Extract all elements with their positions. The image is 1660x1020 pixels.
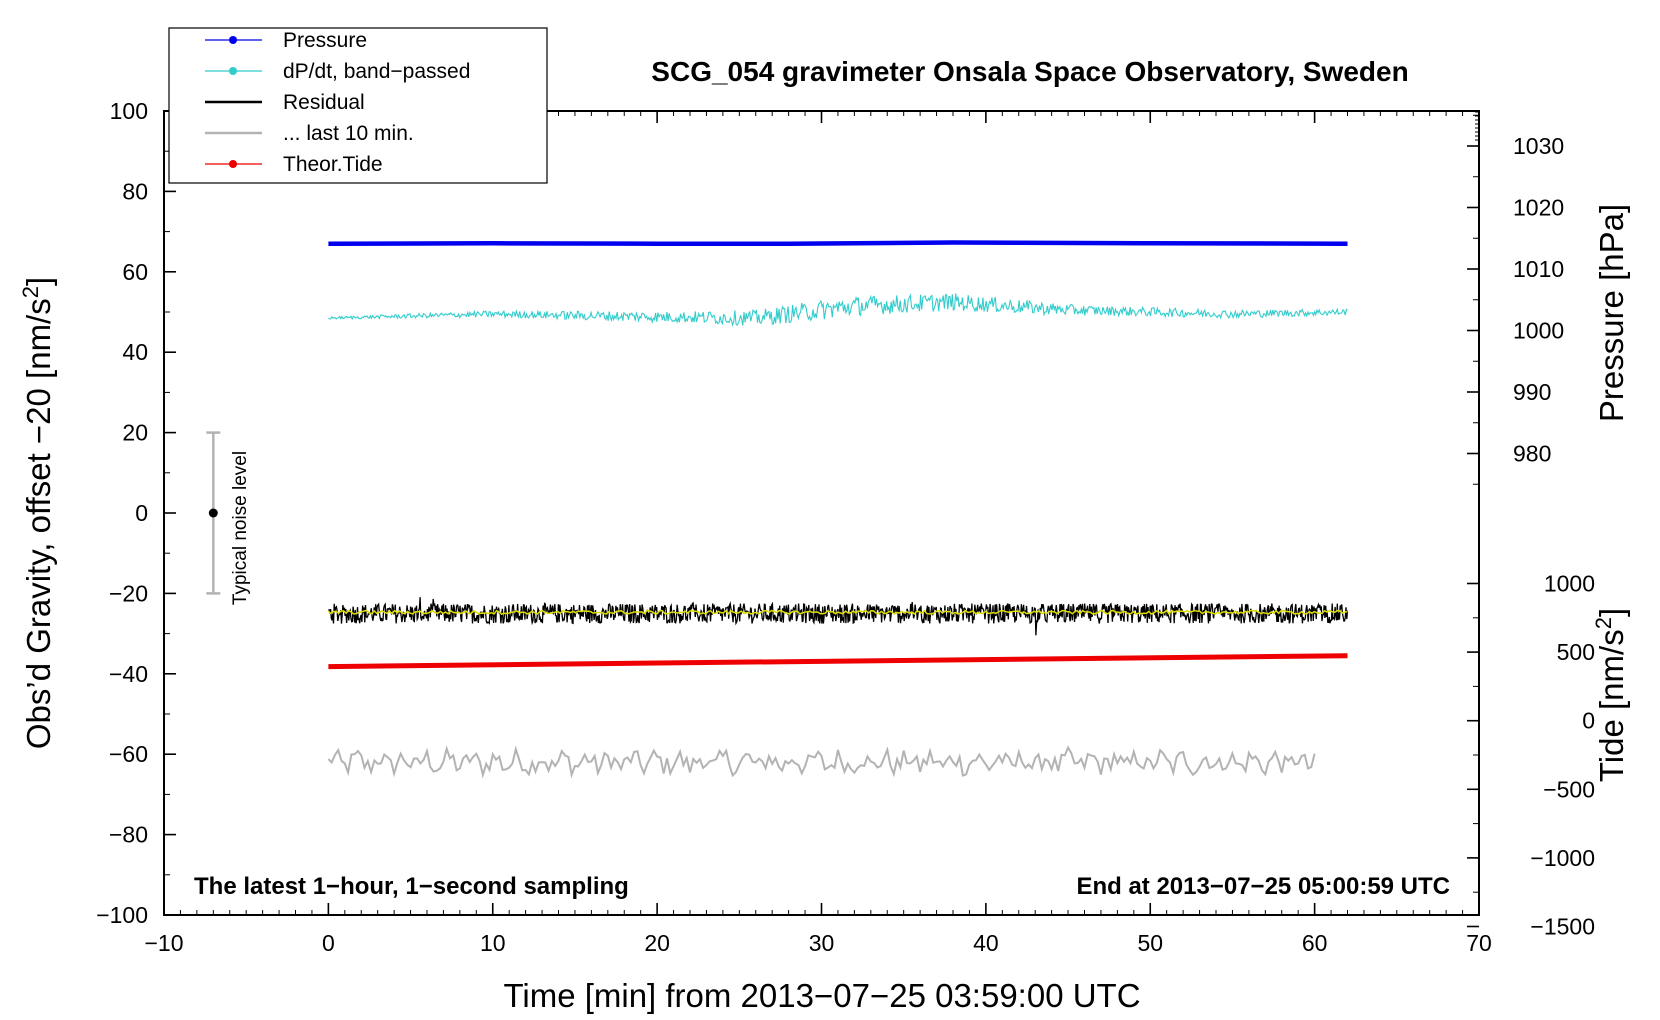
y-axis-label-left-close: ] bbox=[20, 277, 57, 286]
x-tick-label: 20 bbox=[644, 930, 670, 956]
series-last-10-min bbox=[327, 745, 1316, 779]
tide-axis-label-close: ] bbox=[1593, 608, 1630, 617]
legend: Pressure dP/dt, band−passed Residual ... la… bbox=[168, 27, 548, 184]
y-tick-label-left: −60 bbox=[109, 741, 148, 767]
series-theor-tide bbox=[328, 653, 1348, 670]
tide-axis-label-text: Tide [nm/s bbox=[1593, 629, 1630, 782]
noise-bar-center-dot bbox=[208, 508, 218, 518]
legend-marker-swatch bbox=[229, 67, 237, 75]
pressure-tick-label: 980 bbox=[1513, 441, 1551, 467]
y-axis-label-left-text: Obs’d Gravity, offset −20 [nm/s bbox=[20, 298, 57, 749]
legend-label: Theor.Tide bbox=[283, 153, 383, 176]
y-axis-label-left: Obs’d Gravity, offset −20 [nm/s2] bbox=[18, 277, 57, 749]
pressure-tick-label: 1020 bbox=[1513, 195, 1564, 221]
legend-marker-swatch bbox=[229, 36, 237, 44]
series-residual bbox=[328, 597, 1349, 636]
x-tick-label: 60 bbox=[1302, 930, 1328, 956]
legend-item: Residual bbox=[205, 91, 365, 114]
series-dpdt bbox=[328, 293, 1348, 328]
legend-item: Pressure bbox=[205, 29, 367, 52]
tide-tick-label: 0 bbox=[1582, 708, 1595, 734]
x-tick-label: 0 bbox=[322, 930, 335, 956]
noise-bar bbox=[206, 431, 221, 595]
legend-item: dP/dt, band−passed bbox=[205, 60, 470, 83]
pressure-axis-label: Pressure [hPa] bbox=[1593, 204, 1630, 422]
annotation-latest: The latest 1−hour, 1−second sampling bbox=[194, 873, 629, 900]
x-tick-label: −10 bbox=[144, 930, 183, 956]
x-tick-label: 50 bbox=[1137, 930, 1163, 956]
tide-tick-label: 500 bbox=[1557, 639, 1595, 665]
series-running-mean bbox=[327, 609, 1348, 616]
y-tick-label-left: 60 bbox=[122, 259, 148, 285]
x-tick-label: 40 bbox=[973, 930, 999, 956]
y-tick-label-left: 0 bbox=[135, 500, 148, 526]
pressure-tick-label: 990 bbox=[1513, 379, 1551, 405]
legend-marker-swatch bbox=[229, 160, 237, 168]
tide-axis-label: Tide [nm/s2] bbox=[1591, 608, 1630, 782]
series-pressure bbox=[328, 240, 1348, 246]
legend-box bbox=[168, 27, 548, 184]
chart-title: SCG_054 gravimeter Onsala Space Observat… bbox=[651, 56, 1408, 87]
x-tick-label: 70 bbox=[1466, 930, 1492, 956]
tide-tick-label: 1000 bbox=[1544, 571, 1595, 597]
y-tick-label-left: −40 bbox=[109, 661, 148, 687]
legend-label: Residual bbox=[283, 91, 365, 114]
pressure-tick-label: 1010 bbox=[1513, 256, 1564, 282]
x-tick-label: 30 bbox=[809, 930, 835, 956]
y-axis-label-left-sup: 2 bbox=[18, 286, 43, 298]
legend-item: ... last 10 min. bbox=[205, 122, 414, 145]
noise-bar-label: Typical noise level bbox=[230, 451, 251, 605]
tide-tick-label: −1000 bbox=[1530, 845, 1595, 871]
series-layer bbox=[327, 240, 1349, 779]
legend-label: dP/dt, band−passed bbox=[283, 60, 470, 83]
tide-tick-label: −1500 bbox=[1530, 914, 1595, 940]
x-axis-label: Time [min] from 2013−07−25 03:59:00 UTC bbox=[503, 977, 1140, 1014]
y-tick-label-left: −100 bbox=[96, 902, 148, 928]
annotation-end: End at 2013−07−25 05:00:59 UTC bbox=[1076, 873, 1450, 900]
y-tick-label-left: −80 bbox=[109, 822, 148, 848]
pressure-tick-label: 1030 bbox=[1513, 133, 1564, 159]
tide-axis-label-sup: 2 bbox=[1591, 617, 1616, 629]
y-tick-label-left: −20 bbox=[109, 580, 148, 606]
y-tick-label-left: 100 bbox=[110, 98, 148, 124]
legend-label: Pressure bbox=[283, 29, 367, 52]
legend-label: ... last 10 min. bbox=[283, 122, 414, 145]
tide-tick-label: −500 bbox=[1543, 776, 1595, 802]
ticks-layer: −10 0 10 20 30 40 50 60 70−100−80−60−40−20020406… bbox=[96, 98, 1595, 956]
pressure-tick-label: 1000 bbox=[1513, 318, 1564, 344]
x-tick-label: 10 bbox=[480, 930, 506, 956]
y-tick-label-left: 80 bbox=[122, 178, 148, 204]
legend-item: Theor.Tide bbox=[205, 153, 383, 176]
y-tick-label-left: 20 bbox=[122, 420, 148, 446]
y-tick-label-left: 40 bbox=[122, 339, 148, 365]
